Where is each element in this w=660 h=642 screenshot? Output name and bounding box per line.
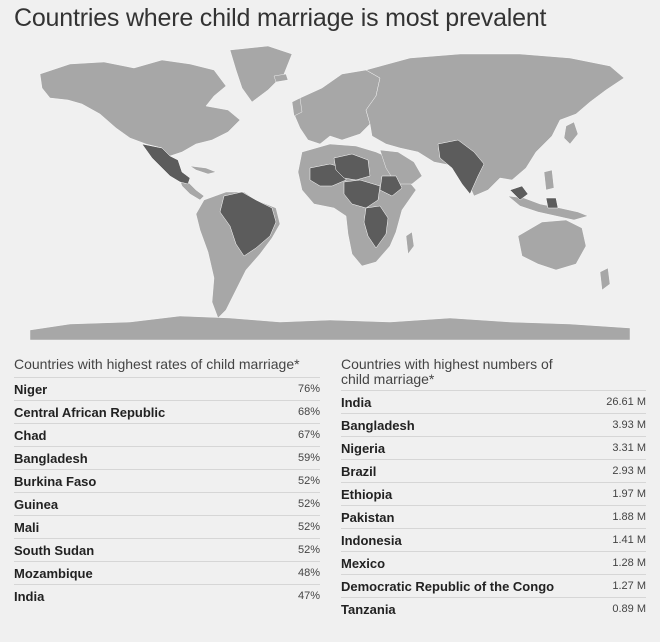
table-row: Mozambique 48% (14, 561, 320, 584)
country-name: Central African Republic (14, 404, 166, 420)
japan (563, 121, 579, 145)
country-name: Pakistan (341, 509, 395, 525)
country-name: Mali (14, 519, 40, 535)
country-name: Ethiopia (341, 486, 393, 502)
table-row: Guinea 52% (14, 492, 320, 515)
greenland (229, 45, 293, 103)
number-value: 2.93 M (612, 465, 646, 477)
rates-table: Countries with highest rates of child ma… (14, 357, 320, 607)
australia (517, 219, 587, 271)
horn-of-africa-region (379, 175, 403, 197)
world-map (30, 45, 630, 340)
rate-value: 76% (297, 383, 320, 395)
philippines (543, 169, 555, 191)
number-value: 3.93 M (612, 419, 646, 431)
country-name: Bangladesh (14, 450, 88, 466)
table-row: Mexico 1.28 M (341, 551, 646, 574)
table-row: India 47% (14, 584, 320, 607)
number-value: 26.61 M (606, 396, 646, 408)
iceland (273, 73, 289, 83)
antarctica (30, 315, 630, 340)
rate-value: 67% (297, 429, 320, 441)
number-value: 1.28 M (612, 557, 646, 569)
table-row: Indonesia 1.41 M (341, 528, 646, 551)
table-row: Brazil 2.93 M (341, 459, 646, 482)
table-row: Niger 76% (14, 377, 320, 400)
table-row: Democratic Republic of the Congo 1.27 M (341, 574, 646, 597)
country-name: Niger (14, 381, 48, 397)
number-value: 1.27 M (612, 580, 646, 592)
numbers-table-header-line1: Countries with highest numbers of (341, 356, 553, 372)
numbers-table: Countries with highest numbers of child … (341, 357, 646, 620)
arabia (379, 149, 423, 185)
asia (365, 53, 625, 197)
country-name: Mozambique (14, 565, 93, 581)
table-row: Mali 52% (14, 515, 320, 538)
brazil-region (219, 191, 277, 257)
numbers-table-header-line2: child marriage* (341, 371, 435, 387)
country-name: Democratic Republic of the Congo (341, 578, 555, 594)
number-value: 0.89 M (612, 603, 646, 615)
country-name: South Sudan (14, 542, 95, 558)
table-row: India 26.61 M (341, 390, 646, 413)
country-name: Brazil (341, 463, 377, 479)
country-name: Chad (14, 427, 47, 443)
mexico-region (141, 143, 191, 185)
rate-value: 52% (297, 544, 320, 556)
numbers-table-header: Countries with highest numbers of child … (341, 357, 646, 390)
rate-value: 68% (297, 406, 320, 418)
table-row: Nigeria 3.31 M (341, 436, 646, 459)
rate-value: 52% (297, 521, 320, 533)
europe (293, 69, 381, 145)
country-name: Indonesia (341, 532, 402, 548)
north-america (39, 59, 241, 157)
central-africa-region (343, 179, 381, 209)
rate-value: 52% (297, 498, 320, 510)
madagascar (405, 231, 415, 255)
table-row: Ethiopia 1.97 M (341, 482, 646, 505)
rate-value: 48% (297, 567, 320, 579)
rate-value: 59% (297, 452, 320, 464)
table-row: Chad 67% (14, 423, 320, 446)
country-name: Bangladesh (341, 417, 415, 433)
indonesia-region (509, 185, 529, 201)
number-value: 1.88 M (612, 511, 646, 523)
niger-chad-region (333, 153, 371, 181)
country-name: India (341, 394, 372, 410)
page-title: Countries where child marriage is most p… (14, 4, 547, 32)
country-name: Nigeria (341, 440, 386, 456)
number-value: 1.41 M (612, 534, 646, 546)
table-row: Bangladesh 59% (14, 446, 320, 469)
rates-table-header: Countries with highest rates of child ma… (14, 356, 300, 372)
country-name: Tanzania (341, 601, 396, 617)
table-row: South Sudan 52% (14, 538, 320, 561)
uk (291, 97, 303, 117)
table-row: Bangladesh 3.93 M (341, 413, 646, 436)
table-row: Burkina Faso 52% (14, 469, 320, 492)
south-asia-region (437, 139, 485, 195)
number-value: 1.97 M (612, 488, 646, 500)
rate-value: 47% (297, 590, 320, 602)
new-zealand (599, 267, 611, 291)
east-africa-region (363, 205, 389, 249)
table-row: Central African Republic 68% (14, 400, 320, 423)
rate-value: 52% (297, 475, 320, 487)
number-value: 3.31 M (612, 442, 646, 454)
country-name: Burkina Faso (14, 473, 97, 489)
indonesia-region-2 (545, 197, 559, 209)
country-name: Guinea (14, 496, 59, 512)
table-row: Tanzania 0.89 M (341, 597, 646, 620)
country-name: India (14, 588, 45, 604)
country-name: Mexico (341, 555, 386, 571)
table-row: Pakistan 1.88 M (341, 505, 646, 528)
caribbean (189, 165, 217, 175)
